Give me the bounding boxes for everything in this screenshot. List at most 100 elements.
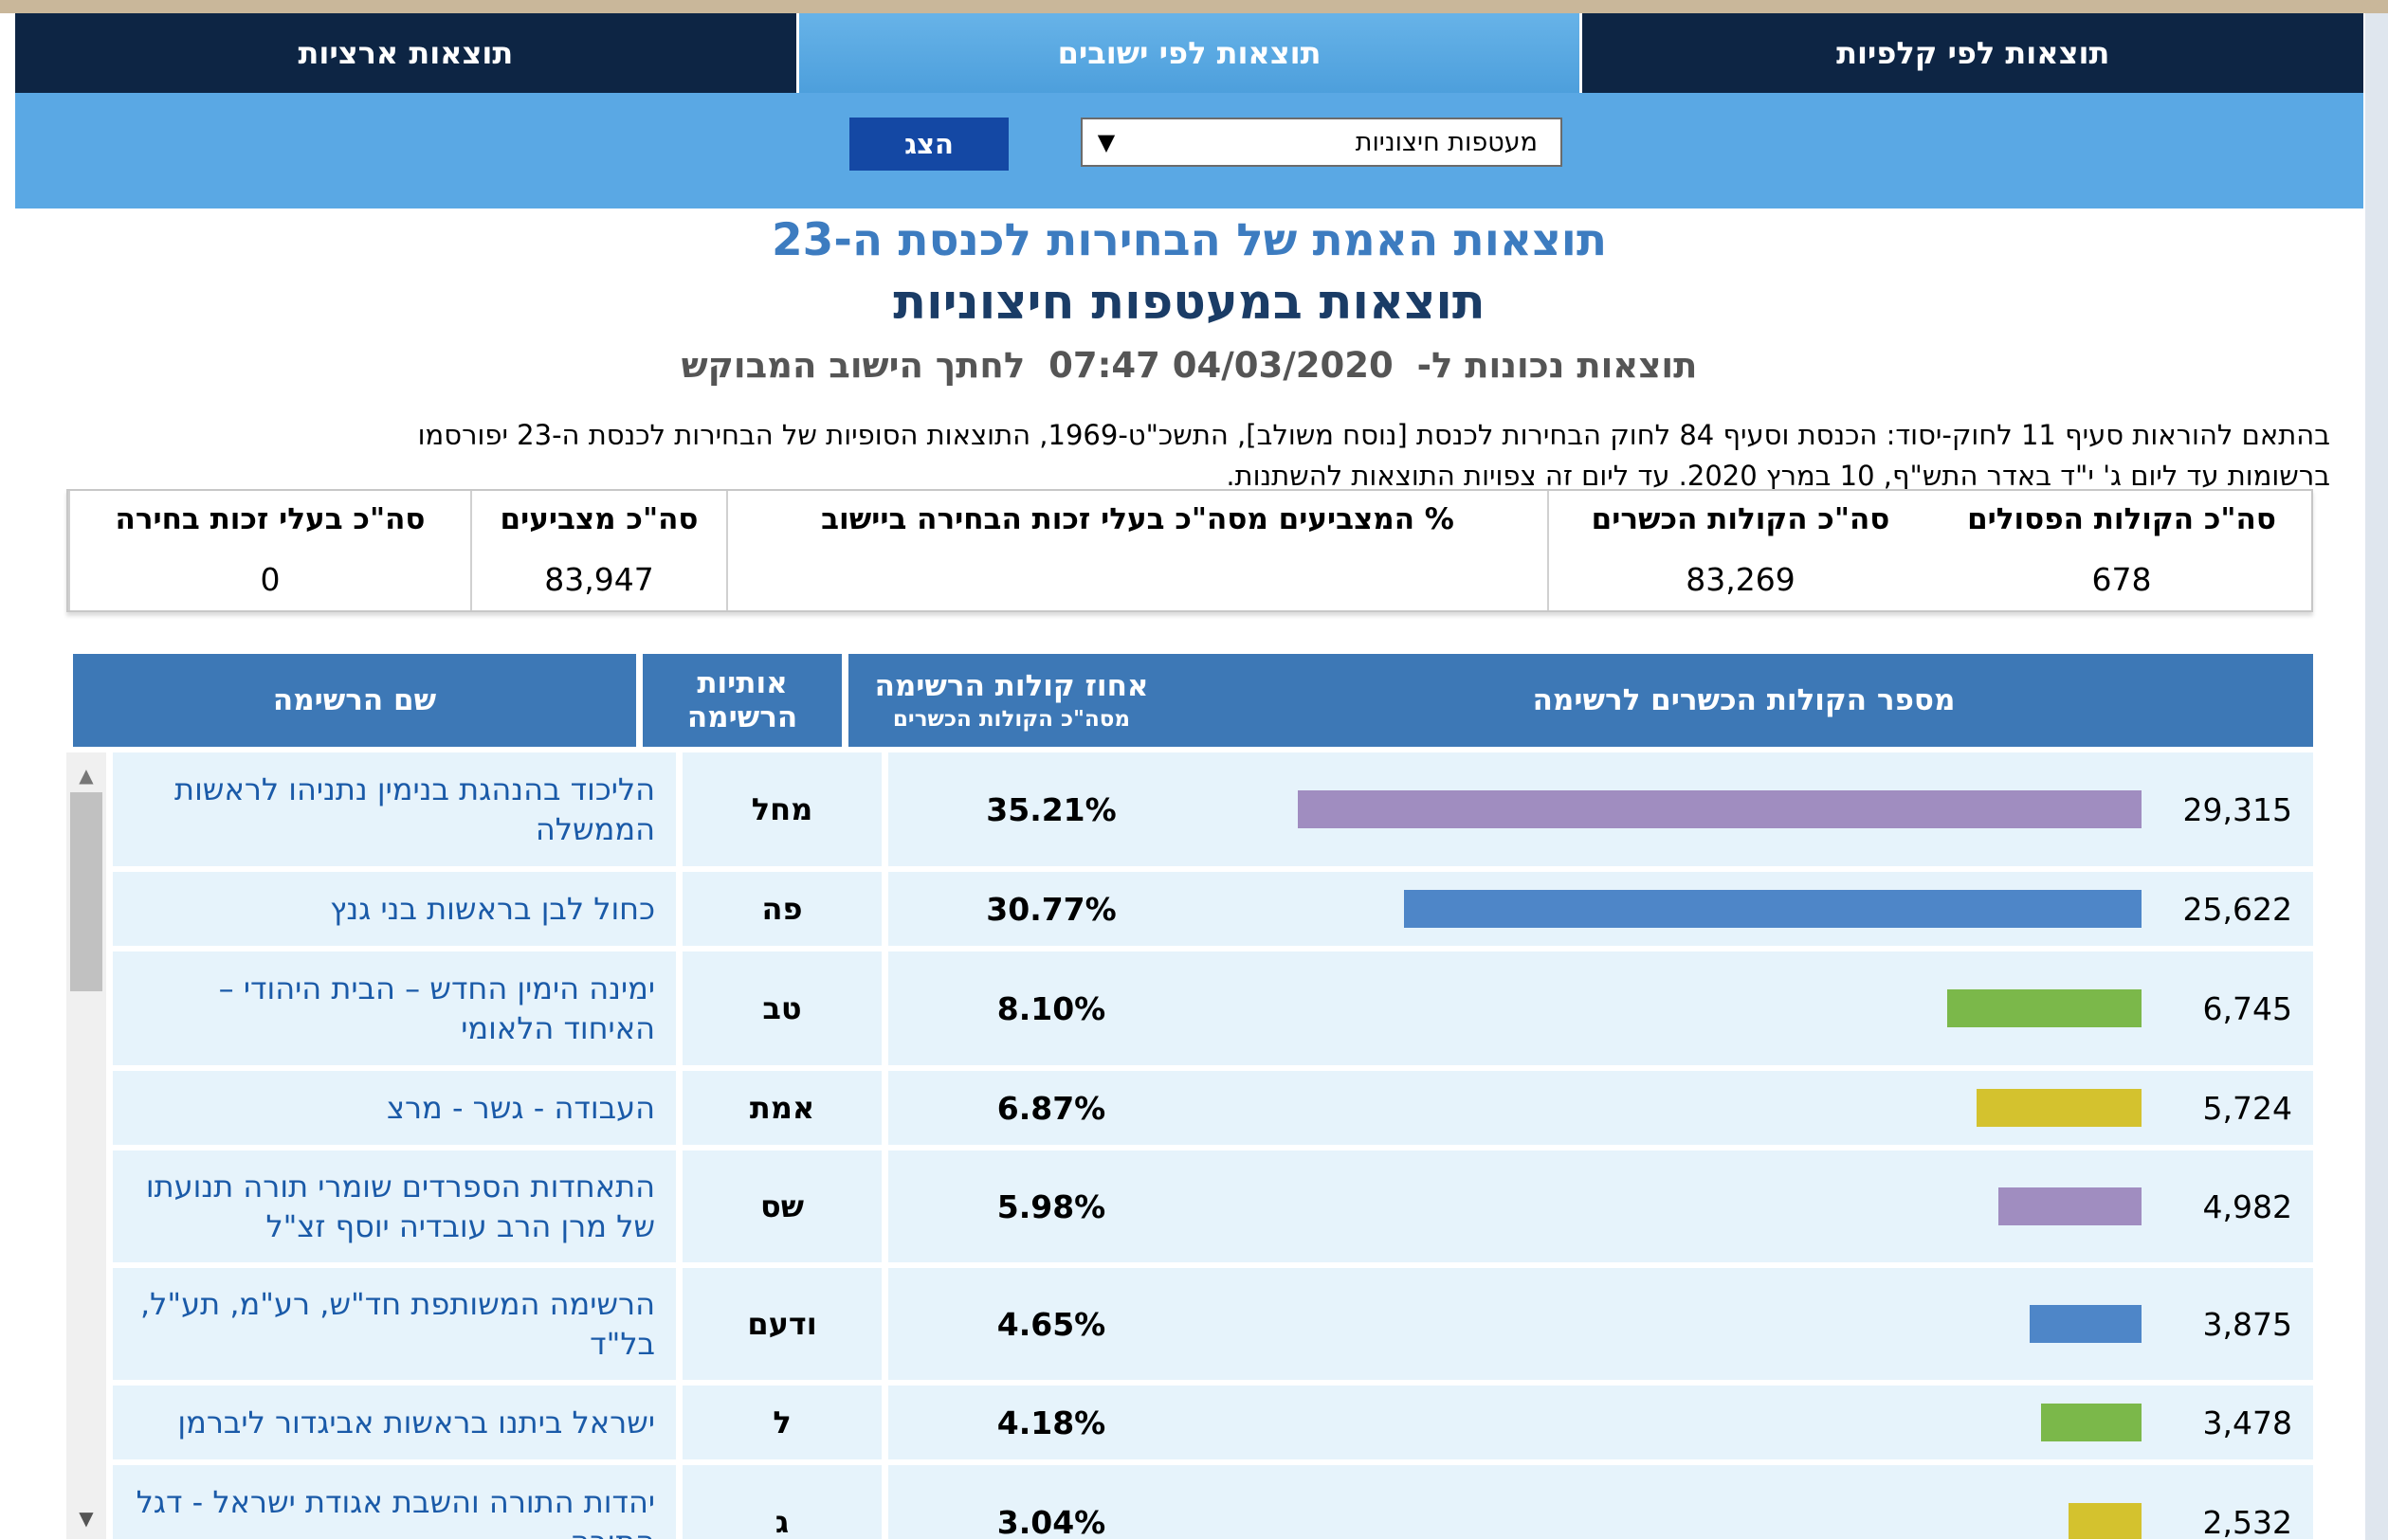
header-list-name: שם הרשימה	[73, 654, 636, 747]
header-list-percent: אחוז קולות הרשימה מסה"כ הקולות הכשרים	[848, 654, 1175, 747]
list-percent: 4.65%	[888, 1268, 1214, 1380]
as-of-time: 07:47 04/03/2020	[1048, 345, 1394, 386]
tab-national-results[interactable]: תוצאות ארציות	[298, 35, 514, 71]
list-votes-cell: 25,622	[1214, 872, 2313, 946]
scroll-up-icon[interactable]: ▲	[79, 764, 94, 787]
locality-select[interactable]: מעטפות חיצוניות ▼	[1081, 118, 1562, 167]
as-of-label: תוצאות נכונות ל-	[1416, 345, 1698, 386]
list-votes-bar	[2030, 1305, 2142, 1343]
list-votes-count: 3,478	[2202, 1404, 2292, 1441]
results-table-header: שם הרשימה אותיות הרשימה אחוז קולות הרשימ…	[66, 654, 2313, 747]
summary-voters: סה"כ מצביעים 83,947	[470, 491, 726, 610]
header-list-votes-label: מספר הקולות הכשרים לרשימה	[1532, 683, 1956, 717]
list-letters: טב	[683, 951, 882, 1065]
page-subtitle: תוצאות במעטפות חיצוניות	[893, 275, 1486, 331]
list-name[interactable]: ישראל ביתנו בראשות אביגדור ליברמן	[113, 1386, 676, 1459]
filter-bar: מעטפות חיצוניות ▼ הצג	[15, 93, 2363, 208]
list-name[interactable]: כחול לבן בראשות בני גנץ	[113, 872, 676, 946]
legal-notice-line-1: בהתאם להוראות סעיף 11 לחוק-יסוד: הכנסת ו…	[417, 419, 2330, 451]
list-votes-bar	[1404, 890, 2142, 928]
list-letters: ודעם	[683, 1268, 882, 1380]
dropdown-arrow-icon[interactable]: ▼	[1097, 129, 1116, 155]
table-row: ישראל ביתנו בראשות אביגדור ליברמן ל 4.18% 3…	[106, 1386, 2313, 1459]
locality-select-value: מעטפות חיצוניות	[1355, 127, 1538, 157]
list-votes-cell: 2,532	[1214, 1465, 2313, 1539]
summary-turnout: % המצביעים מסה"כ בעלי זכות הבחירה ביישוב	[726, 491, 1547, 610]
list-name[interactable]: התאחדות הספרדים שומרי תורה תנועתו של מרן…	[113, 1150, 676, 1262]
summary-box: סה"כ בעלי זכות בחירה 0 סה"כ מצביעים 83,9…	[66, 489, 2313, 612]
list-votes-count: 29,315	[2182, 790, 2292, 828]
list-percent: 8.10%	[888, 951, 1214, 1065]
results-scrollbar[interactable]: ▲ ▼	[66, 752, 106, 1539]
show-button[interactable]: הצג	[849, 118, 1009, 171]
list-name[interactable]: הליכוד בהנהגת בנימין נתניהו לראשות הממשל…	[113, 752, 676, 866]
summary-eligible-value: 0	[260, 560, 281, 598]
browser-top-strip	[0, 0, 2388, 13]
list-letters: אמת	[683, 1071, 882, 1145]
summary-valid-label: סה"כ הקולות הכשרים	[1591, 502, 1890, 536]
summary-invalid-value: 678	[2091, 560, 2152, 598]
list-letters: שס	[683, 1150, 882, 1262]
summary-invalid-label: סה"כ הקולות הפסולים	[1967, 502, 2276, 536]
list-votes-cell: 5,724	[1214, 1071, 2313, 1145]
list-votes-cell: 3,478	[1214, 1386, 2313, 1459]
page-right-gutter	[2365, 13, 2388, 1540]
header-list-letters: אותיות הרשימה	[643, 654, 842, 747]
legal-notice: בהתאם להוראות סעיף 11 לחוק-יסוד: הכנסת ו…	[176, 415, 2330, 497]
header-list-name-label: שם הרשימה	[272, 683, 437, 717]
list-letters: ל	[683, 1386, 882, 1459]
list-votes-bar	[1947, 989, 2142, 1027]
list-votes-bar	[1298, 790, 2142, 828]
as-of-suffix: לחתך הישוב המבוקש	[681, 345, 1026, 386]
summary-eligible-label: סה"כ בעלי זכות בחירה	[115, 502, 426, 536]
list-votes-count: 6,745	[2202, 989, 2292, 1027]
as-of-line: תוצאות נכונות ל- 07:47 04/03/2020 לחתך ה…	[15, 345, 2363, 386]
list-percent: 30.77%	[888, 872, 1214, 946]
list-letters: מחל	[683, 752, 882, 866]
tab-results-by-locality[interactable]: תוצאות לפי ישובים	[795, 13, 1580, 93]
list-votes-cell: 6,745	[1214, 951, 2313, 1065]
list-letters: ג	[683, 1465, 882, 1539]
legal-notice-line-2: ברשומות עד ליום ג' י"ד באדר התש"ף, 10 במ…	[1226, 460, 2330, 492]
tab-results-by-ballot-box[interactable]: תוצאות לפי קלפיות	[1579, 13, 2363, 93]
table-row: התאחדות הספרדים שומרי תורה תנועתו של מרן…	[106, 1150, 2313, 1262]
list-percent: 6.87%	[888, 1071, 1214, 1145]
list-percent: 35.21%	[888, 752, 1214, 866]
summary-valid: סה"כ הקולות הכשרים 83,269	[1547, 491, 1932, 610]
list-name[interactable]: יהדות התורה והשבת אגודת ישראל - דגל התור…	[113, 1465, 676, 1539]
table-row: הליכוד בהנהגת בנימין נתניהו לראשות הממשל…	[106, 752, 2313, 866]
list-votes-count: 5,724	[2202, 1089, 2292, 1127]
table-row: ימינה הימין החדש – הבית היהודי – האיחוד …	[106, 951, 2313, 1065]
list-votes-bar	[1977, 1089, 2142, 1127]
list-name[interactable]: העבודה - גשר - מרצ	[113, 1071, 676, 1145]
summary-turnout-label: % המצביעים מסה"כ בעלי זכות הבחירה ביישוב	[821, 502, 1454, 536]
summary-eligible: סה"כ בעלי זכות בחירה 0	[68, 491, 470, 610]
list-votes-count: 3,875	[2202, 1305, 2292, 1343]
list-votes-cell: 29,315	[1214, 752, 2313, 866]
list-votes-count: 4,982	[2202, 1187, 2292, 1225]
list-name[interactable]: הרשימה המשותפת חד"ש, רע"מ, תע"ל, בל"ד	[113, 1268, 676, 1380]
header-list-votes: מספר הקולות הכשרים לרשימה	[1175, 654, 2313, 747]
list-name[interactable]: ימינה הימין החדש – הבית היהודי – האיחוד …	[113, 951, 676, 1065]
list-votes-count: 2,532	[2202, 1503, 2292, 1540]
list-percent: 4.18%	[888, 1386, 1214, 1459]
summary-turnout-value	[728, 548, 1547, 610]
list-votes-count: 25,622	[2182, 890, 2292, 928]
table-row: העבודה - גשר - מרצ אמת 6.87% 5,724	[106, 1071, 2313, 1145]
header-list-percent-line-2: מסה"כ הקולות הכשרים	[892, 707, 1131, 732]
summary-voters-label: סה"כ מצביעים	[500, 502, 699, 536]
table-row: הרשימה המשותפת חד"ש, רע"מ, תע"ל, בל"ד ודע…	[106, 1268, 2313, 1380]
scroll-down-icon[interactable]: ▼	[79, 1507, 94, 1530]
list-votes-bar	[2069, 1503, 2142, 1539]
results-tabs: תוצאות ארציות תוצאות לפי ישובים תוצאות ל…	[15, 13, 2363, 93]
summary-valid-value: 83,269	[1686, 560, 1796, 598]
list-votes-bar	[2041, 1404, 2142, 1441]
table-row: כחול לבן בראשות בני גנץ פה 30.77% 25,622	[106, 872, 2313, 946]
list-percent: 3.04%	[888, 1465, 1214, 1539]
list-letters: פה	[683, 872, 882, 946]
scroll-thumb[interactable]	[70, 792, 102, 991]
summary-invalid: סה"כ הקולות הפסולים 678	[1932, 491, 2311, 610]
results-page: תוצאות ארציות תוצאות לפי ישובים תוצאות ל…	[15, 13, 2363, 1540]
page-title: תוצאות האמת של הבחירות לכנסת ה-23	[771, 214, 1608, 266]
list-votes-bar	[1998, 1187, 2142, 1225]
